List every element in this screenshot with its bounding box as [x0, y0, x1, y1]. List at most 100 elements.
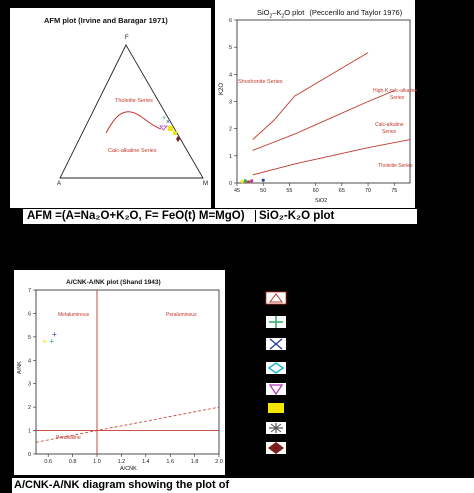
acnk-y-tick-label: 7	[28, 288, 31, 294]
acnk-y-tick-label: 2	[28, 405, 31, 411]
sio2-boundary-line-2	[252, 90, 395, 151]
sio2-y-tick-label: 2	[229, 127, 232, 133]
sio2-y-tick-label: 1	[229, 154, 232, 160]
legend-x-blue-icon	[269, 338, 283, 350]
sio2-k2o-title-ref: (Peccerillo and Taylor 1976)	[309, 8, 403, 17]
sio2-plot-frame	[236, 19, 411, 184]
legend-symbol-box-2	[266, 316, 286, 328]
afm-title: AFM plot (Irvine and Baragar 1971)	[44, 16, 168, 25]
sio2-label-high-k-1: High-K calc-alkaline	[373, 88, 418, 94]
sio2-y-tick-label: 3	[229, 100, 232, 106]
acnk-label-peralkaline: Peralkaline	[56, 435, 81, 441]
top-caption-strip: AFM =(A=Na₂O+K₂O, F= FeO(t) M=MgO) SiO₂-…	[22, 208, 418, 225]
acnk-x-tick-label: 1.6	[166, 459, 174, 465]
sio2-boundary-line-3	[252, 139, 411, 176]
sio2-data-point-3	[246, 180, 251, 184]
afm-tholeiite-label: Tholeiite Series	[115, 98, 153, 104]
acnk-title: A/CNK-A/NK plot (Shand 1943)	[66, 279, 161, 286]
sio2-k2o-plot-panel: SiO2–K2O plot (Peccerillo and Taylor 197…	[215, 0, 418, 208]
acnk-data-point-1: +	[42, 338, 48, 346]
sio2-y-tick-label: 5	[229, 45, 232, 51]
afm-vertex-f: F	[125, 35, 129, 41]
acnk-x-tick-label: 1.2	[118, 459, 126, 465]
acnk-dashed-boundary	[35, 406, 220, 443]
legend-symbol-box-4	[266, 362, 286, 374]
legend-symbol-box-8	[266, 442, 286, 454]
bottom-caption-strip: A/CNK-A/NK diagram showing the plot of	[12, 478, 474, 493]
sio2-k2o-title-suffix: O plot	[284, 8, 305, 17]
acnk-y-tick-label: 3	[28, 382, 31, 388]
legend-symbol-box-1	[265, 291, 287, 305]
afm-point-cross-green: +	[162, 115, 166, 122]
sio2-k2o-title: SiO2–K2O plot (Peccerillo and Taylor 197…	[257, 8, 402, 20]
acnk-label-peraluminous: Peraluminous	[166, 312, 197, 318]
afm-point-square-yellow-2	[173, 131, 177, 135]
acnk-chart-svg: 0.6 0.8 1.0 1.2 1.4 1.6 1.8 2.0 0 1 2 3 4 5 6 7 + ++	[28, 288, 223, 465]
sio2-x-tick-label: 55	[286, 188, 292, 194]
acnk-y-tick-label: 1	[28, 429, 31, 435]
acnk-y-tick-label: 4	[28, 358, 31, 364]
legend-diamond-darkred-icon	[268, 442, 284, 454]
sio2-label-high-k-2: Series	[390, 95, 405, 101]
sio2-y-tick-label: 4	[229, 72, 232, 78]
acnk-plot-panel: A/CNK-A/NK plot (Shand 1943) 0.6 0.8 1.0 1.…	[14, 270, 225, 475]
sio2-x-tick-label: 50	[260, 188, 266, 194]
afm-point-square-yellow	[168, 126, 173, 131]
acnk-y-tick-label: 0	[28, 452, 31, 458]
legend-star-gray-icon-d1	[270, 423, 282, 433]
acnk-x-tick-label: 1.0	[93, 459, 101, 465]
sio2-label-calc-alk-1: Calc-alkaline	[375, 122, 404, 128]
sio2-label-shoshonite: Shoshonite Series	[238, 79, 283, 85]
legend-square-yellow-icon	[268, 403, 284, 413]
afm-plot-panel: AFM plot (Irvine and Baragar 1971) + × F…	[10, 8, 211, 208]
afm-ternary-triangle	[59, 44, 204, 179]
afm-point-diamond-darkred	[176, 136, 180, 142]
sio2-label-tholeiite: Tholeiite Series	[378, 163, 413, 169]
sio2-y-tick-label: 6	[229, 18, 232, 24]
acnk-x-tick-label: 1.8	[191, 459, 199, 465]
afm-ternary-svg: + ×	[59, 44, 204, 179]
legend-symbol-box-5	[266, 383, 286, 395]
acnk-x-tick-label: 0.8	[69, 459, 77, 465]
sio2-x-tick-label: 75	[391, 188, 397, 194]
caption-acnk: A/CNK-A/NK diagram showing the plot of	[14, 479, 230, 491]
afm-vertex-m: M	[203, 181, 208, 187]
acnk-x-tick-label: 1.4	[142, 459, 150, 465]
legend-x-blue-icon-b	[269, 338, 283, 350]
afm-vertex-a: A	[57, 181, 62, 187]
acnk-x-tick-label: 2.0	[215, 459, 223, 465]
sio2-data-point-5	[261, 178, 265, 182]
afm-calc-alkaline-label: Calc-alkaline Series	[108, 148, 157, 154]
acnk-y-tick-label: 6	[28, 311, 31, 317]
acnk-label-metaluminous: Metaluminous	[58, 312, 90, 318]
legend-diamond-cyan-icon	[267, 362, 285, 374]
legend-triangle-magenta-icon	[268, 384, 284, 396]
sio2-data-point-4	[250, 179, 254, 183]
sio2-label-calc-alk-2: Series	[382, 129, 397, 135]
sio2-x-tick-label: 65	[339, 188, 345, 194]
legend-symbol-box-7	[266, 422, 286, 434]
sio2-x-tick-label: 45	[234, 188, 240, 194]
legend-star-gray-icon-d2	[270, 423, 282, 433]
sio2-boundary-line-1	[252, 52, 369, 140]
sio2-y-tick-label: 0	[229, 181, 232, 187]
sio2-k2o-ylabel: K2O	[219, 82, 225, 95]
acnk-data-point-2: +	[49, 338, 55, 346]
acnk-x-tick-label: 0.6	[44, 459, 52, 465]
sio2-k2o-title-sub: 2	[269, 13, 273, 20]
caption-sio2-label: SiO₂-K₂O plot	[255, 210, 334, 222]
afm-point-x-blue: ×	[166, 119, 170, 126]
afm-boundary-curve	[105, 111, 162, 134]
acnk-plot-frame	[35, 289, 220, 455]
sio2-k2o-xlabel: SiO2	[315, 198, 328, 204]
legend-symbol-box-3	[266, 338, 286, 350]
legend-triangle-red-icon	[269, 293, 283, 303]
sio2-k2o-title-sub2: 2	[281, 13, 285, 20]
afm-point-triangle-magenta	[159, 125, 168, 131]
caption-afm-definition: AFM =(A=Na₂O+K₂O, F= FeO(t) M=MgO)	[27, 210, 245, 222]
sio2-k2o-title-prefix: SiO	[257, 8, 270, 17]
acnk-y-tick-label: 5	[28, 335, 31, 341]
acnk-xlabel: A/CNK	[120, 466, 137, 472]
sio2-x-tick-label: 60	[313, 188, 319, 194]
